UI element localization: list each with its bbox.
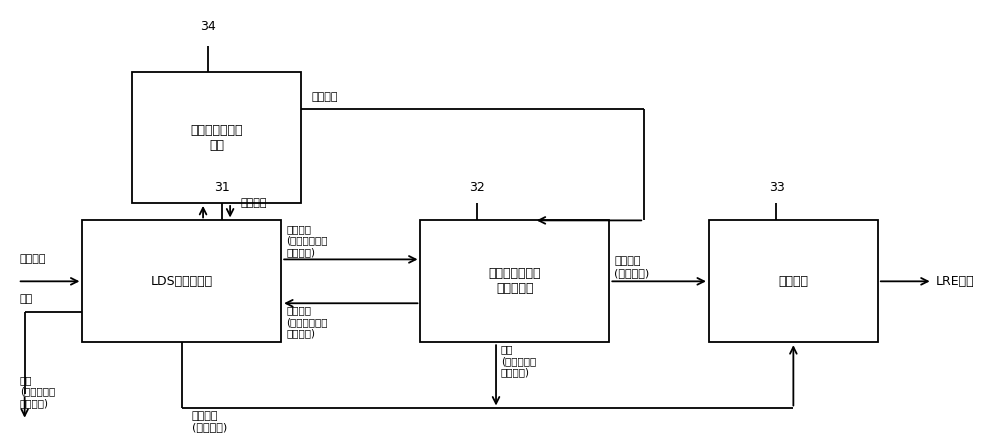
Text: 工作模式
(协商成功): 工作模式 (协商成功): [192, 411, 227, 432]
Text: 32: 32: [469, 181, 485, 194]
Text: 启动指示
(协商失败且计
时未到达): 启动指示 (协商失败且计 时未到达): [286, 306, 328, 339]
Bar: [709, 220, 878, 342]
Text: 结束
(协商失败且
计时到达): 结束 (协商失败且 计时到达): [20, 375, 55, 408]
Text: 33: 33: [769, 181, 784, 194]
Text: 结束
(协商失败且
计时到达): 结束 (协商失败且 计时到达): [501, 344, 536, 377]
Text: 工作模式
(协商成功): 工作模式 (协商成功): [614, 256, 650, 278]
Bar: [132, 72, 301, 203]
Text: 31: 31: [214, 181, 229, 194]
Text: 链路协商总计时
模块: 链路协商总计时 模块: [190, 124, 243, 152]
Text: 启动指示
(协商失败且计
时未到达): 启动指示 (协商失败且计 时未到达): [286, 224, 328, 257]
Text: 计时到达: 计时到达: [240, 198, 267, 208]
Text: LDS自协商模块: LDS自协商模块: [151, 275, 213, 288]
Text: 上电: 上电: [20, 295, 33, 304]
Text: 计时到达: 计时到达: [311, 93, 338, 102]
Text: 传输模块: 传输模块: [778, 275, 808, 288]
Text: LRE信号: LRE信号: [936, 275, 974, 288]
Bar: [82, 220, 281, 342]
Bar: [420, 220, 609, 342]
Text: 34: 34: [200, 20, 216, 33]
Text: 超长传输距离链
路协商模块: 超长传输距离链 路协商模块: [489, 267, 541, 295]
Text: 开始计时: 开始计时: [20, 254, 46, 264]
